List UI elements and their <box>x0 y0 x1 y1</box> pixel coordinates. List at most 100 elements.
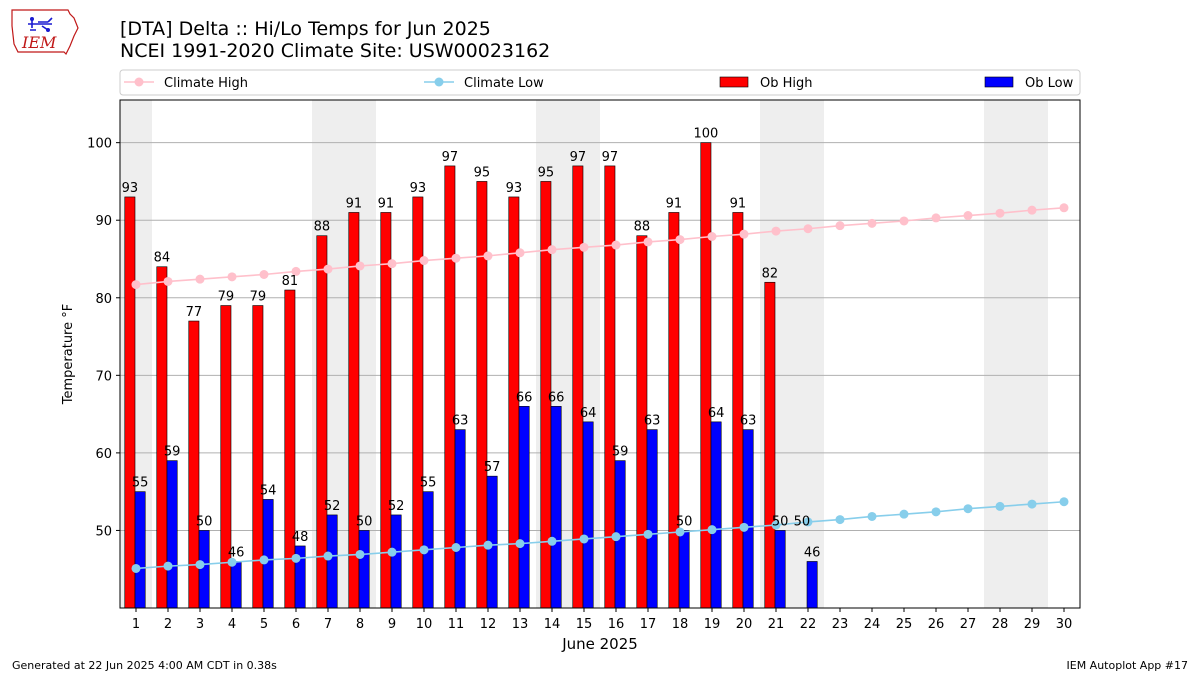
climate-high-point-day-4 <box>227 272 237 282</box>
ob-low-label-day-9: 52 <box>388 499 405 514</box>
climate-high-point-day-18 <box>675 235 685 245</box>
xtick-label-27: 27 <box>960 617 977 632</box>
climate-low-point-day-3 <box>195 560 205 570</box>
chart-title: [DTA] Delta :: Hi/Lo Temps for Jun 2025 … <box>120 18 550 62</box>
ob-low-label-day-3: 50 <box>196 514 213 529</box>
climate-high-point-day-10 <box>419 256 429 266</box>
xtick-label-28: 28 <box>992 617 1009 632</box>
climate-low-point-day-29 <box>1027 499 1037 509</box>
ob-low-bar-day-18 <box>678 530 690 609</box>
climate-high-point-day-14 <box>547 245 557 255</box>
xtick-label-4: 4 <box>228 617 236 632</box>
generated-timestamp: Generated at 22 Jun 2025 4:00 AM CDT in … <box>12 659 277 672</box>
climate-low-point-day-23 <box>835 515 845 525</box>
legend-ob-high-label: Ob High <box>760 76 813 91</box>
xtick-label-24: 24 <box>864 617 881 632</box>
ob-high-label-day-9: 91 <box>378 196 395 211</box>
xtick-label-3: 3 <box>196 617 204 632</box>
ob-high-bar-day-18 <box>668 212 680 609</box>
weekend-shade-day-28 <box>984 100 1016 608</box>
xtick-label-23: 23 <box>832 617 849 632</box>
climate-low-point-day-18 <box>675 527 685 537</box>
climate-high-point-day-27 <box>963 211 973 221</box>
legend-climate-low-label: Climate Low <box>464 76 544 91</box>
climate-low-point-day-13 <box>515 539 525 549</box>
climate-low-point-day-25 <box>899 509 909 519</box>
ob-low-bar-day-15 <box>582 421 594 609</box>
climate-high-point-day-17 <box>643 237 653 247</box>
climate-low-point-day-26 <box>931 507 941 517</box>
climate-high-line <box>135 207 1065 286</box>
y-axis-title: Temperature °F <box>61 304 76 405</box>
ob-high-bar-day-2 <box>156 266 168 609</box>
ob-high-label-day-6: 81 <box>282 274 299 289</box>
ob-low-label-day-13: 66 <box>516 390 533 405</box>
climate-low-point-day-17 <box>643 529 653 539</box>
climate-high-point-day-21 <box>771 226 781 236</box>
climate-high-point-day-23 <box>835 221 845 231</box>
xtick-label-20: 20 <box>736 617 753 632</box>
climate-high-point-day-26 <box>931 213 941 223</box>
ob-low-label-day-2: 59 <box>164 445 181 460</box>
ob-low-label-day-7: 52 <box>324 499 341 514</box>
ob-high-label-day-15: 97 <box>570 150 587 165</box>
legend-ob-high-swatch <box>719 76 749 88</box>
climate-low-point-day-1 <box>131 563 141 573</box>
xtick-label-5: 5 <box>260 617 268 632</box>
app-credit: IEM Autoplot App #17 <box>1066 659 1189 672</box>
climate-low-point-day-12 <box>483 540 493 550</box>
ob-low-label-day-5: 54 <box>260 483 277 498</box>
ob-low-label-day-18: 50 <box>676 514 693 529</box>
xtick-label-12: 12 <box>480 617 497 632</box>
xtick-label-13: 13 <box>512 617 529 632</box>
ob-high-label-day-14: 95 <box>538 165 555 180</box>
xtick-label-17: 17 <box>640 617 657 632</box>
ob-low-bar-day-14 <box>550 406 562 609</box>
ob-low-label-day-1: 55 <box>132 476 149 491</box>
x-axis-title: June 2025 <box>561 635 638 653</box>
ob-low-bar-day-13 <box>518 406 530 609</box>
ob-low-bar-day-1 <box>134 491 146 609</box>
climate-low-point-day-19 <box>707 525 717 535</box>
climate-low-point-day-15 <box>579 534 589 544</box>
ob-high-bar-day-11 <box>444 165 456 609</box>
legend-ob-low-swatch <box>984 76 1014 88</box>
ob-low-label-day-19: 64 <box>708 406 725 421</box>
ob-high-label-day-4: 79 <box>218 290 235 305</box>
climate-high-point-day-12 <box>483 251 493 261</box>
climate-low-point-day-2 <box>163 561 173 571</box>
ob-low-label-day-17: 63 <box>644 414 661 429</box>
xtick-label-14: 14 <box>544 617 561 632</box>
xtick-label-10: 10 <box>416 617 433 632</box>
climate-high-point-day-19 <box>707 232 717 242</box>
ob-high-label-day-18: 91 <box>666 196 683 211</box>
climate-low-point-day-27 <box>963 504 973 514</box>
ob-low-bar-day-3 <box>198 530 210 609</box>
ob-low-bar-day-20 <box>742 429 754 609</box>
xtick-label-9: 9 <box>388 617 396 632</box>
climate-high-point-day-8 <box>355 261 365 271</box>
ob-high-label-day-20: 91 <box>730 196 747 211</box>
weekend-shade-day-22 <box>792 100 824 608</box>
xtick-label-8: 8 <box>356 617 364 632</box>
ob-low-bar-day-19 <box>710 421 722 609</box>
climate-high-point-day-28 <box>995 208 1005 218</box>
ob-high-bar-day-20 <box>732 212 744 609</box>
ob-low-label-day-20: 63 <box>740 414 757 429</box>
ob-low-label-day-8: 50 <box>356 514 373 529</box>
ob-low-bar-day-8 <box>358 530 370 609</box>
climate-lines <box>131 203 1069 573</box>
ob-high-label-day-13: 93 <box>506 181 523 196</box>
ob-low-bar-day-21 <box>774 530 786 609</box>
climate-low-point-day-16 <box>611 532 621 542</box>
ob-low-bar-day-4 <box>230 561 242 609</box>
climate-high-point-day-3 <box>195 274 205 284</box>
legend-ob-low-label: Ob Low <box>1025 76 1074 91</box>
ob-low-bar-day-9 <box>390 514 402 609</box>
climate-low-point-day-21 <box>771 520 781 530</box>
xtick-label-7: 7 <box>324 617 332 632</box>
xtick-label-18: 18 <box>672 617 689 632</box>
ob-low-label-day-4: 46 <box>228 545 245 560</box>
